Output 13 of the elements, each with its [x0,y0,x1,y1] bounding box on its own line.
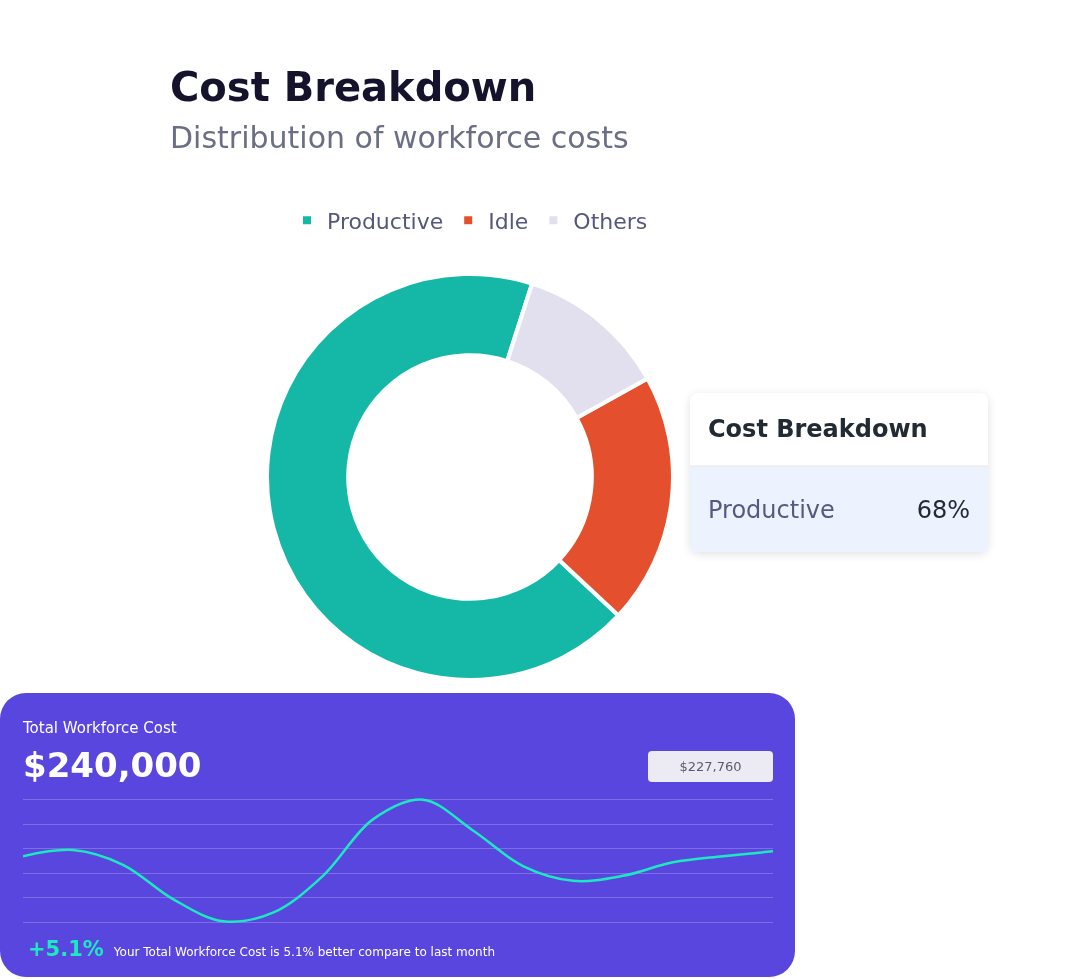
text: $227,760 [648,751,773,782]
text: Cost Breakdown [690,393,988,468]
legend-label: Productive [327,208,444,234]
chart-subtitle: Distribution of workforce costs [170,120,629,155]
text: 68% [916,496,970,524]
legend-label: Others [573,208,648,234]
text: +5.1% [28,937,104,961]
chart-title: Total Workforce Cost [23,719,177,737]
chart-subtitle: $240,000 [23,745,202,785]
text: Your Total Workforce Cost is 5.1% better compare to last month [113,945,496,959]
chart-title: Cost Breakdown [170,64,538,110]
legend-label: Idle [488,208,529,234]
text: Productive [708,496,835,524]
